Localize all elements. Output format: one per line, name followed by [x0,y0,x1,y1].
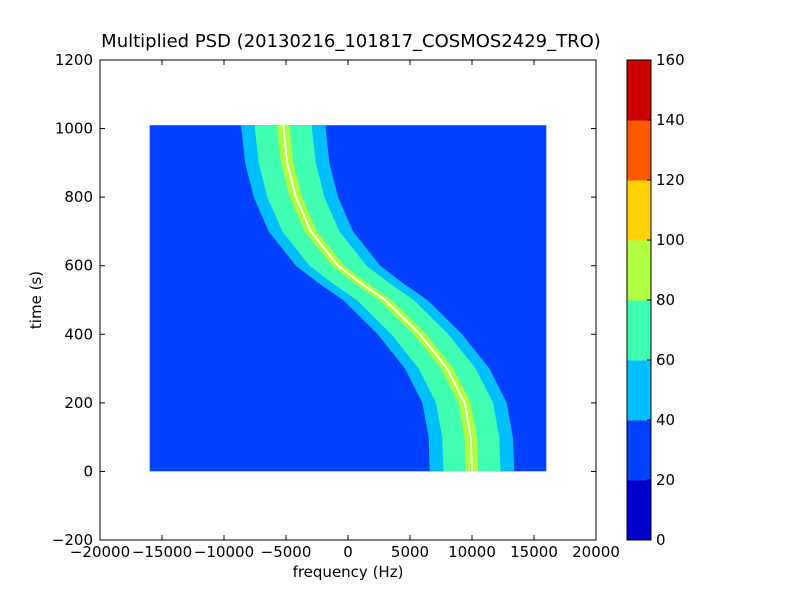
colorbar-segment [627,300,651,361]
colorbar-segment [627,420,651,481]
x-tick-label: −5000 [261,543,312,561]
x-tick-label: −20000 [70,543,130,561]
x-tick-label: 15000 [510,543,558,561]
colorbar-tick-label: 20 [656,471,675,489]
colorbar-ticks: 0 20 40 60 80 100 120 140 160 [647,51,685,549]
x-tick-label: 5000 [391,543,429,561]
x-tick-label: −15000 [132,543,192,561]
x-tick-label: 10000 [448,543,496,561]
colorbar-tick-label: 80 [656,291,675,309]
x-axis-label: frequency (Hz) [293,563,404,581]
colorbar-segment [627,480,651,541]
heatmap [149,125,547,472]
y-tick-label: −200 [52,531,93,549]
chart-title: Multiplied PSD (20130216_101817_COSMOS24… [101,31,601,52]
colorbar-segment [627,120,651,181]
colorbar-tick-label: 120 [656,171,685,189]
x-tick-label: 20000 [572,543,620,561]
y-tick-label: 0 [83,462,93,480]
y-tick-label: 400 [64,325,93,343]
colorbar-tick-label: 140 [656,111,685,129]
x-axis-ticks: −20000 −15000 −10000 −5000 0 5000 10000 15000 20… [70,60,620,561]
colorbar-segment [627,360,651,421]
colorbar-segment [627,240,651,301]
colorbar-segment [627,60,651,121]
colorbar-tick-label: 40 [656,411,675,429]
colorbar [627,60,651,541]
colorbar-tick-label: 100 [656,231,685,249]
y-tick-label: 200 [64,394,93,412]
trace-band-3 [277,125,479,472]
y-axis-label: time (s) [27,271,45,329]
y-axis-ticks: −200 0 200 400 600 800 1000 1200 [52,51,596,549]
plot-area [100,60,596,540]
colorbar-segment [627,180,651,241]
colorbar-tick-label: 60 [656,351,675,369]
y-tick-label: 1200 [55,51,93,69]
colorbar-tick-label: 160 [656,51,685,69]
x-tick-label: 0 [343,543,353,561]
colorbar-tick-label: 0 [656,531,666,549]
y-tick-label: 800 [64,188,93,206]
trace-peak-line [282,125,473,472]
y-tick-label: 1000 [55,120,93,138]
y-tick-label: 600 [64,257,93,275]
x-tick-label: −10000 [194,543,254,561]
